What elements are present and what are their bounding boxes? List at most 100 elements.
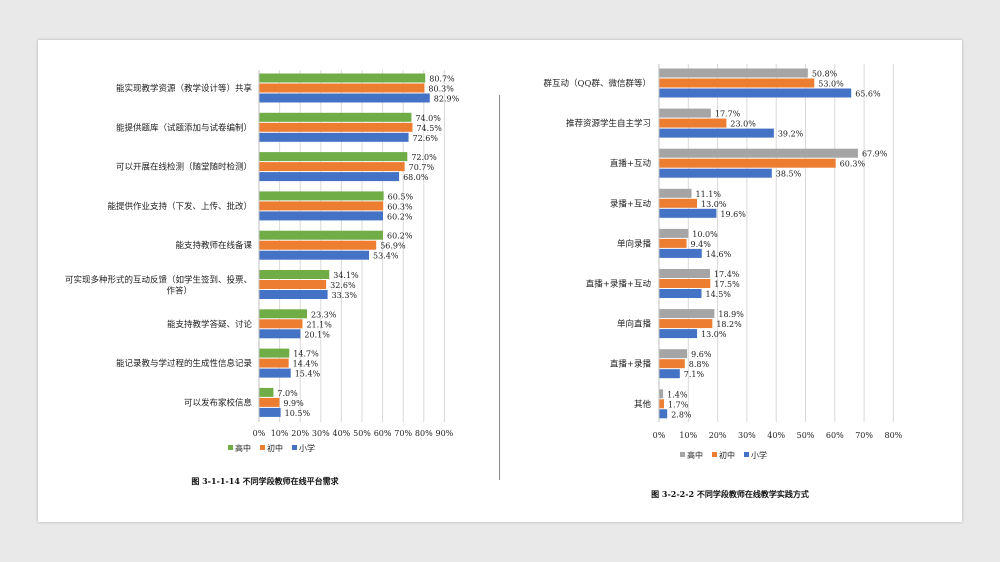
x-tick-label: 80% (885, 431, 903, 440)
category-label: 单向录播 (617, 238, 652, 249)
data-label: 17.4% (714, 270, 740, 279)
category-label: 其他 (634, 399, 652, 410)
data-label: 23.0% (730, 120, 756, 129)
category-label: 直播+录播+互动 (586, 279, 652, 290)
x-tick-label: 30% (738, 431, 756, 440)
data-label: 14.7% (293, 350, 319, 359)
category-label: 能支持教学答疑、讨论 (167, 319, 253, 330)
x-tick-label: 0% (253, 429, 266, 438)
legend-label: 初中 (267, 443, 283, 453)
data-label: 82.9% (434, 95, 460, 104)
data-label: 15.4% (295, 370, 321, 379)
data-label: 19.6% (720, 210, 746, 219)
data-label: 8.8% (689, 360, 710, 369)
category-label: 能提供题库（试题添加与试卷编制） (116, 122, 252, 133)
column-divider (499, 95, 500, 480)
bar-小学 (259, 132, 409, 142)
category-label: 能记录教与学过程的生成性信息记录 (116, 358, 253, 369)
bar-小学 (659, 128, 774, 138)
x-tick-label: 70% (394, 429, 412, 438)
bar-小学 (659, 248, 702, 258)
category-label: 群互动（QQ群、微信群等） (544, 78, 651, 89)
bar-高中 (659, 309, 715, 319)
data-label: 38.5% (776, 170, 802, 179)
data-label: 53.4% (373, 252, 399, 261)
x-tick-label: 80% (415, 429, 433, 438)
bar-高中 (259, 191, 384, 201)
data-label: 20.1% (304, 330, 330, 339)
data-label: 14.4% (293, 360, 319, 369)
bar-初中 (659, 319, 713, 329)
bar-初中 (259, 240, 377, 250)
x-tick-label: 50% (353, 429, 371, 438)
data-label: 1.7% (668, 400, 689, 409)
bar-小学 (659, 208, 717, 218)
data-label: 10.0% (692, 230, 718, 239)
category-label: 直播+录播 (610, 359, 652, 370)
category-label: 可以开展在线检测（随堂随时检测） (116, 162, 252, 173)
data-label: 50.8% (812, 70, 838, 79)
bar-小学 (259, 407, 281, 417)
bar-小学 (259, 93, 430, 103)
bar-初中 (259, 83, 425, 93)
bar-小学 (259, 329, 301, 339)
bar-初中 (259, 358, 289, 368)
data-label: 60.2% (387, 232, 413, 241)
data-label: 39.2% (778, 130, 804, 139)
bar-高中 (259, 230, 384, 240)
data-label: 13.0% (701, 330, 727, 339)
category-label: 单向直播 (617, 319, 652, 330)
legend-swatch-高中 (228, 445, 233, 450)
bar-小学 (659, 369, 680, 379)
category-label: 录播+互动 (610, 198, 652, 209)
legend-label: 小学 (299, 443, 315, 453)
x-tick-label: 50% (797, 431, 815, 440)
data-label: 18.2% (716, 320, 742, 329)
bar-初中 (259, 201, 384, 211)
category-label: 能支持教师在线备课 (175, 240, 252, 251)
bar-高中 (659, 269, 710, 278)
bar-高中 (259, 73, 426, 83)
data-label: 72.0% (411, 153, 437, 162)
bar-高中 (659, 349, 688, 359)
data-label: 74.0% (415, 114, 441, 123)
legend-swatch-高中 (680, 452, 685, 457)
legend-swatch-初中 (260, 445, 265, 450)
bar-初中 (659, 359, 685, 369)
data-label: 2.8% (671, 410, 692, 419)
x-tick-label: 10% (679, 431, 697, 440)
data-label: 72.6% (413, 134, 439, 143)
x-tick-label: 40% (333, 429, 351, 438)
figure-caption: 图 3-1-1-14 不同学段教师在线平台需求 (191, 476, 339, 486)
data-label: 14.6% (706, 250, 732, 259)
bar-初中 (659, 399, 664, 409)
category-label: 可以发布家校信息 (184, 397, 253, 408)
category-label: 能实现教学资源（教学设计等）共享 (116, 83, 253, 94)
data-label: 56.9% (380, 242, 406, 251)
x-tick-label: 20% (709, 431, 727, 440)
data-label: 7.1% (684, 370, 705, 379)
bar-小学 (659, 409, 668, 419)
bar-初中 (659, 198, 698, 208)
x-tick-label: 40% (767, 431, 785, 440)
figure-caption: 图 3-2-2-2 不同学段教师在线教学实践方式 (651, 489, 809, 499)
data-label: 80.7% (429, 75, 455, 84)
legend-swatch-小学 (744, 452, 749, 457)
data-label: 68.0% (403, 173, 429, 182)
data-label: 74.5% (416, 124, 442, 133)
legend-swatch-初中 (712, 452, 717, 457)
bar-高中 (659, 148, 858, 158)
x-tick-label: 20% (291, 429, 309, 438)
category-label: 直播+互动 (610, 158, 652, 169)
bar-初中 (259, 122, 413, 132)
data-label: 18.9% (718, 310, 744, 319)
bar-初中 (659, 158, 836, 168)
data-label: 53.0% (818, 80, 844, 89)
data-label: 60.2% (387, 212, 413, 221)
bar-小学 (259, 368, 291, 378)
data-label: 7.0% (277, 389, 298, 398)
data-label: 70.7% (409, 163, 435, 172)
legend-label: 高中 (235, 443, 251, 453)
data-label: 17.7% (715, 110, 741, 119)
